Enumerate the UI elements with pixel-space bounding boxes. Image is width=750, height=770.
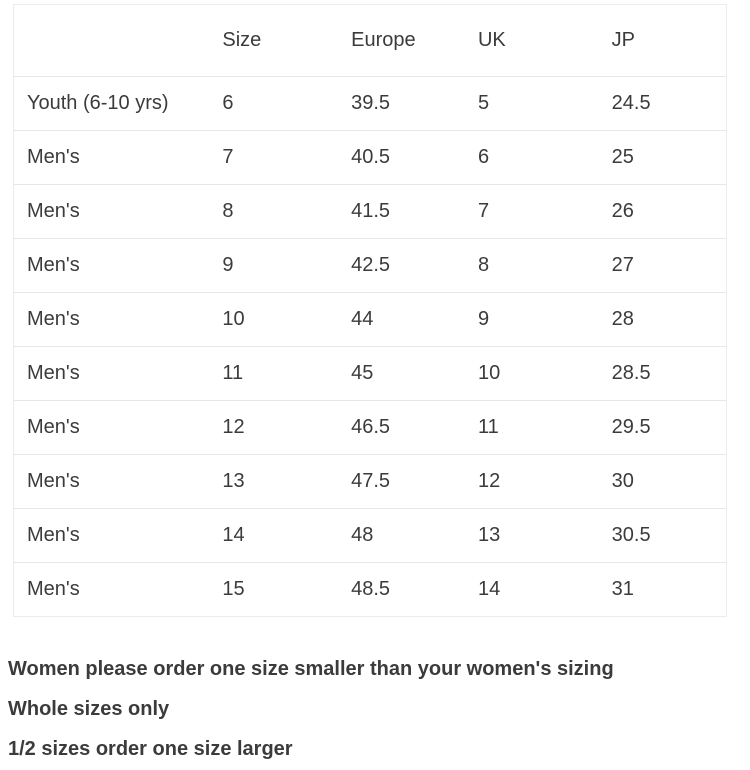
size-table-header: Size Europe UK JP <box>14 5 727 77</box>
cell-jp: 30.5 <box>611 508 727 563</box>
sizing-notes: Women please order one size smaller than… <box>8 649 750 769</box>
cell-europe: 40.5 <box>351 130 478 185</box>
cell-uk: 10 <box>477 346 612 401</box>
cell-jp: 28.5 <box>611 346 727 401</box>
table-row: Men's 13 47.5 12 30 <box>13 454 727 509</box>
cell-category: Men's <box>13 130 223 185</box>
table-row: Men's 15 48.5 14 31 <box>13 562 727 617</box>
cell-europe: 48 <box>351 508 478 563</box>
cell-uk: 13 <box>477 508 612 563</box>
cell-europe: 44 <box>351 292 478 347</box>
cell-europe: 48.5 <box>351 562 478 617</box>
note-whole-sizes: Whole sizes only <box>8 698 170 720</box>
cell-category: Men's <box>13 238 223 293</box>
cell-category: Men's <box>13 400 223 455</box>
cell-size: 9 <box>222 238 352 293</box>
cell-jp: 25 <box>611 130 727 185</box>
cell-uk: 11 <box>477 400 612 455</box>
header-cell-jp: JP <box>611 29 636 51</box>
table-row: Men's 10 44 9 28 <box>13 292 727 347</box>
cell-category: Men's <box>13 292 223 347</box>
cell-category: Men's <box>13 454 223 509</box>
cell-size: 7 <box>222 130 352 185</box>
cell-size: 10 <box>222 292 352 347</box>
cell-jp: 27 <box>611 238 727 293</box>
cell-europe: 45 <box>351 346 478 401</box>
cell-category: Youth (6-10 yrs) <box>13 76 223 131</box>
size-conversion-table: Size Europe UK JP Youth (6-10 yrs) 6 39.… <box>13 4 727 617</box>
cell-jp: 30 <box>611 454 727 509</box>
table-row: Men's 9 42.5 8 27 <box>13 238 727 293</box>
cell-uk: 5 <box>477 76 612 131</box>
cell-europe: 46.5 <box>351 400 478 455</box>
header-row: Size Europe UK JP <box>14 5 727 77</box>
cell-size: 15 <box>222 562 352 617</box>
cell-size: 14 <box>222 508 352 563</box>
cell-uk: 6 <box>477 130 612 185</box>
header-cell-size: Size <box>222 29 262 51</box>
table-row: Youth (6-10 yrs) 6 39.5 5 24.5 <box>13 76 727 131</box>
cell-europe: 39.5 <box>351 76 478 131</box>
table-row: Men's 7 40.5 6 25 <box>13 130 727 185</box>
cell-jp: 26 <box>611 184 727 239</box>
note-women-sizing: Women please order one size smaller than… <box>8 658 614 680</box>
cell-uk: 9 <box>477 292 612 347</box>
cell-category: Men's <box>13 562 223 617</box>
cell-size: 12 <box>222 400 352 455</box>
cell-size: 11 <box>222 346 352 401</box>
table-row: Men's 11 45 10 28.5 <box>13 346 727 401</box>
header-cell-label <box>14 5 223 77</box>
cell-uk: 7 <box>477 184 612 239</box>
cell-jp: 28 <box>611 292 727 347</box>
table-row: Men's 8 41.5 7 26 <box>13 184 727 239</box>
cell-category: Men's <box>13 508 223 563</box>
table-row: Men's 12 46.5 11 29.5 <box>13 400 727 455</box>
cell-jp: 24.5 <box>611 76 727 131</box>
cell-size: 8 <box>222 184 352 239</box>
cell-size: 13 <box>222 454 352 509</box>
cell-europe: 41.5 <box>351 184 478 239</box>
cell-uk: 8 <box>477 238 612 293</box>
table-row: Men's 14 48 13 30.5 <box>13 508 727 563</box>
size-table-body: Youth (6-10 yrs) 6 39.5 5 24.5 Men's 7 4… <box>13 76 727 617</box>
note-half-sizes: 1/2 sizes order one size larger <box>8 738 293 760</box>
cell-jp: 29.5 <box>611 400 727 455</box>
cell-category: Men's <box>13 346 223 401</box>
header-cell-uk: UK <box>477 29 506 51</box>
cell-category: Men's <box>13 184 223 239</box>
cell-europe: 47.5 <box>351 454 478 509</box>
header-cell-europe: Europe <box>351 29 416 51</box>
cell-europe: 42.5 <box>351 238 478 293</box>
cell-jp: 31 <box>611 562 727 617</box>
cell-size: 6 <box>222 76 352 131</box>
cell-uk: 14 <box>477 562 612 617</box>
cell-uk: 12 <box>477 454 612 509</box>
